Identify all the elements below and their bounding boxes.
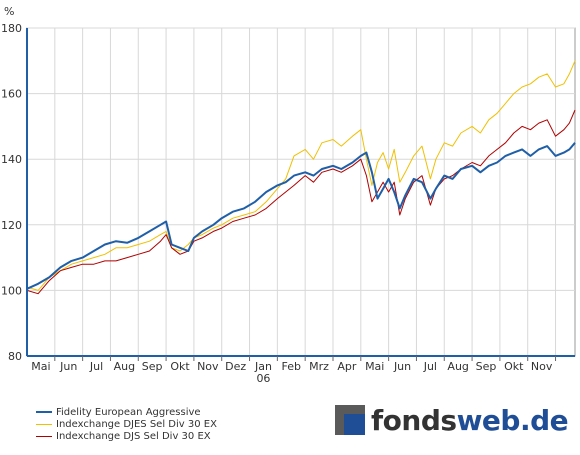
x-tick-label: Jul <box>423 360 437 373</box>
x-tick-label: Feb <box>282 360 301 373</box>
x-tick-label: Sep <box>142 360 163 373</box>
y-tick-label: 160 <box>1 88 22 101</box>
y-axis-unit-label: % <box>4 5 14 18</box>
series-line-2 <box>26 60 576 291</box>
legend-label: Fidelity European Aggressive <box>56 406 201 418</box>
y-tick-label: 120 <box>1 219 22 232</box>
y-tick-label: 140 <box>1 153 22 166</box>
legend-item: Indexchange DJES Sel Div 30 EX <box>36 418 217 430</box>
x-tick-label: Jun <box>393 360 411 373</box>
series-line-1 <box>26 142 576 290</box>
legend-swatch <box>36 411 52 413</box>
axes <box>26 28 575 357</box>
x-tick-label: Aug <box>114 360 135 373</box>
legend: Fidelity European Aggressive Indexchange… <box>36 406 217 442</box>
y-tick-label: 180 <box>1 22 22 35</box>
x-year-label: 06 <box>256 372 270 385</box>
legend-swatch <box>36 435 52 437</box>
x-tick-label: Mai <box>31 360 50 373</box>
fondsweb-logo: fondsweb.de <box>335 400 569 440</box>
x-tick-label: Jul <box>89 360 103 373</box>
logo-mark-icon <box>335 405 365 435</box>
x-tick-label: Mai <box>365 360 384 373</box>
x-tick-label: Aug <box>447 360 468 373</box>
legend-label: Indexchange DJS Sel Div 30 EX <box>56 430 211 442</box>
x-tick-label: Sep <box>476 360 497 373</box>
legend-label: Indexchange DJES Sel Div 30 EX <box>56 418 217 430</box>
plot-area <box>26 27 576 357</box>
legend-swatch <box>36 423 52 425</box>
tick-labels: 80 100 120 140 160 180 Mai Jun Jul Aug Sep Okt Nov De… <box>1 22 557 385</box>
line-chart: 80 100 120 140 160 180 Mai Jun Jul Aug Sep Okt Nov De… <box>1 5 576 385</box>
x-tick-label: Jun <box>59 360 77 373</box>
y-tick-label: 100 <box>1 284 22 297</box>
x-tick-label: Mrz <box>309 360 329 373</box>
legend-item: Fidelity European Aggressive <box>36 406 217 418</box>
x-tick-label: Jan <box>254 360 272 373</box>
x-tick-label: Okt <box>504 360 524 373</box>
x-tick-label: Okt <box>170 360 190 373</box>
x-tick-label: Nov <box>197 360 219 373</box>
grid-lines <box>27 27 575 357</box>
series-layer <box>26 60 576 295</box>
x-tick-label: Dez <box>225 360 246 373</box>
x-tick-label: Nov <box>531 360 553 373</box>
series-line-3 <box>26 109 576 295</box>
logo-text: fondsweb.de <box>371 403 569 437</box>
y-tick-label: 80 <box>8 350 22 363</box>
legend-item: Indexchange DJS Sel Div 30 EX <box>36 430 217 442</box>
x-tick-label: Apr <box>337 360 357 373</box>
